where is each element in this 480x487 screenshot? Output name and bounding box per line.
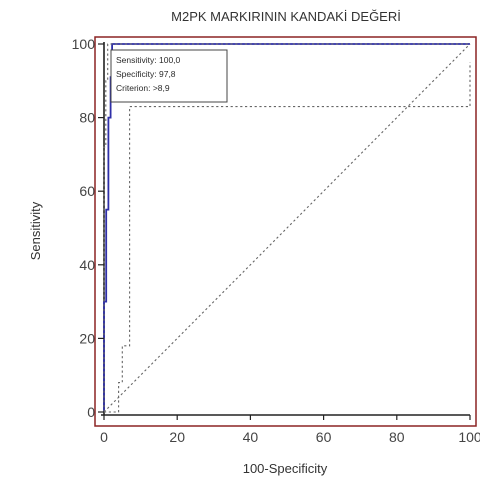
- criterion-annotation-box: Sensitivity: 100,0 Specificity: 97,8 Cri…: [110, 49, 228, 103]
- series-confidence-bound-upper: [103, 43, 470, 412]
- x-tick-label: 100: [458, 429, 480, 445]
- annotation-line-criterion: Criterion: >8,9: [116, 83, 170, 93]
- x-tick-label: 60: [316, 429, 332, 445]
- series-reference-diagonal: [103, 43, 471, 413]
- x-axis-label: 100-Specificity: [243, 461, 328, 476]
- y-tick-label: 0: [87, 404, 95, 420]
- x-axis-ticks: 0 20 40 60 80 100: [100, 415, 480, 445]
- x-tick-label: 0: [100, 429, 108, 445]
- x-tick-label: 20: [169, 429, 185, 445]
- y-tick-label: 100: [72, 36, 96, 52]
- annotation-line-sensitivity: Sensitivity: 100,0: [116, 55, 181, 65]
- series-confidence-bound-lower: [104, 62, 471, 413]
- y-tick-label: 60: [79, 183, 95, 199]
- y-tick-label: 20: [79, 330, 95, 346]
- annotation-line-specificity: Specificity: 97,8: [116, 69, 176, 79]
- plot-frame: [94, 36, 477, 427]
- y-tick-label: 80: [79, 110, 95, 126]
- chart-title: M2PK MARKIRININ KANDAKİ DEĞERİ: [171, 9, 401, 24]
- x-tick-label: 80: [389, 429, 405, 445]
- x-tick-label: 40: [243, 429, 259, 445]
- y-axis-label: Sensitivity: [28, 201, 43, 260]
- y-tick-label: 40: [79, 257, 95, 273]
- annotation-background: [110, 49, 228, 103]
- y-axis-ticks: 0 20 40 60 80 100: [72, 36, 104, 420]
